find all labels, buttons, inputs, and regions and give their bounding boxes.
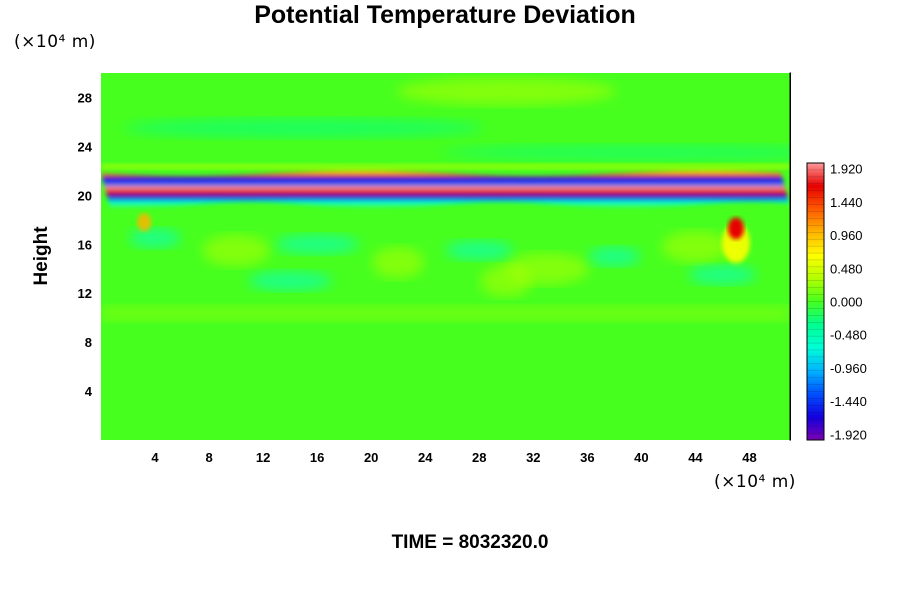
y-tick-label: 16 [78, 237, 92, 252]
y-tick-label: 12 [78, 286, 92, 301]
x-tick-label: 16 [310, 450, 324, 465]
y-tick-label: 28 [78, 90, 92, 105]
plot-frame [789, 72, 791, 441]
turbulent-cell [688, 264, 757, 285]
x-axis-ticks: 4 8 12 16 20 24 28 32 36 40 44 48 [151, 450, 756, 465]
turbulent-cell [129, 228, 182, 249]
colorbar-label: -1.440 [830, 394, 867, 409]
y-axis-ticks: 4 8 12 16 20 24 28 [78, 90, 93, 399]
y-tick-label: 24 [78, 139, 93, 154]
turbulent-cell [202, 234, 271, 267]
colorbar-label: -0.960 [830, 361, 867, 376]
x-tick-label: 32 [526, 450, 540, 465]
time-readout: TIME = 8032320.0 [391, 532, 549, 553]
turbulent-cell [248, 270, 333, 291]
field-stripe [101, 163, 790, 170]
field-stripe [101, 305, 790, 322]
y-tick-label: 4 [85, 384, 93, 399]
x-tick-label: 28 [472, 450, 486, 465]
colorbar-label: 1.440 [830, 195, 863, 210]
turbulent-cell [372, 246, 425, 279]
colorbar-label: 0.000 [830, 295, 863, 310]
heatmap-field [101, 73, 790, 440]
x-tick-label: 44 [688, 450, 703, 465]
colorbar-label: 1.920 [830, 162, 863, 177]
x-tick-label: 24 [418, 450, 433, 465]
y-tick-label: 8 [85, 335, 92, 350]
chart-title: Potential Temperature Deviation [254, 1, 636, 29]
colorbar-label: 0.960 [830, 228, 863, 243]
turbulent-cell [588, 246, 641, 267]
y-axis-unit-label: (×10⁴ m) [14, 32, 96, 52]
colorbar-label: 0.480 [830, 261, 863, 276]
peak-right-core [727, 217, 744, 240]
x-tick-label: 12 [256, 450, 270, 465]
colorbar-label: -0.480 [830, 328, 867, 343]
turbulent-cell [445, 240, 514, 261]
field-patch [123, 118, 484, 139]
colorbar-scale [806, 162, 825, 441]
x-axis-unit-label: (×10⁴ m) [714, 472, 796, 492]
peak-left-core [137, 213, 152, 232]
x-tick-label: 8 [205, 450, 212, 465]
x-tick-label: 20 [364, 450, 378, 465]
turbulent-cell [480, 264, 533, 297]
turbulent-cell [661, 230, 730, 263]
y-tick-label: 20 [78, 188, 92, 203]
field-patch [441, 144, 790, 161]
x-tick-label: 48 [742, 450, 756, 465]
x-tick-label: 4 [151, 450, 159, 465]
field-patch [396, 77, 617, 106]
colorbar-label: -1.920 [830, 427, 867, 442]
colorbar: 1.920 1.440 0.960 0.480 0.000 -0.480 -0.960 -1.… [806, 162, 867, 442]
deviation-layer-band [101, 170, 790, 209]
x-tick-label: 36 [580, 450, 594, 465]
turbulent-cell [275, 234, 360, 255]
x-tick-label: 40 [634, 450, 648, 465]
